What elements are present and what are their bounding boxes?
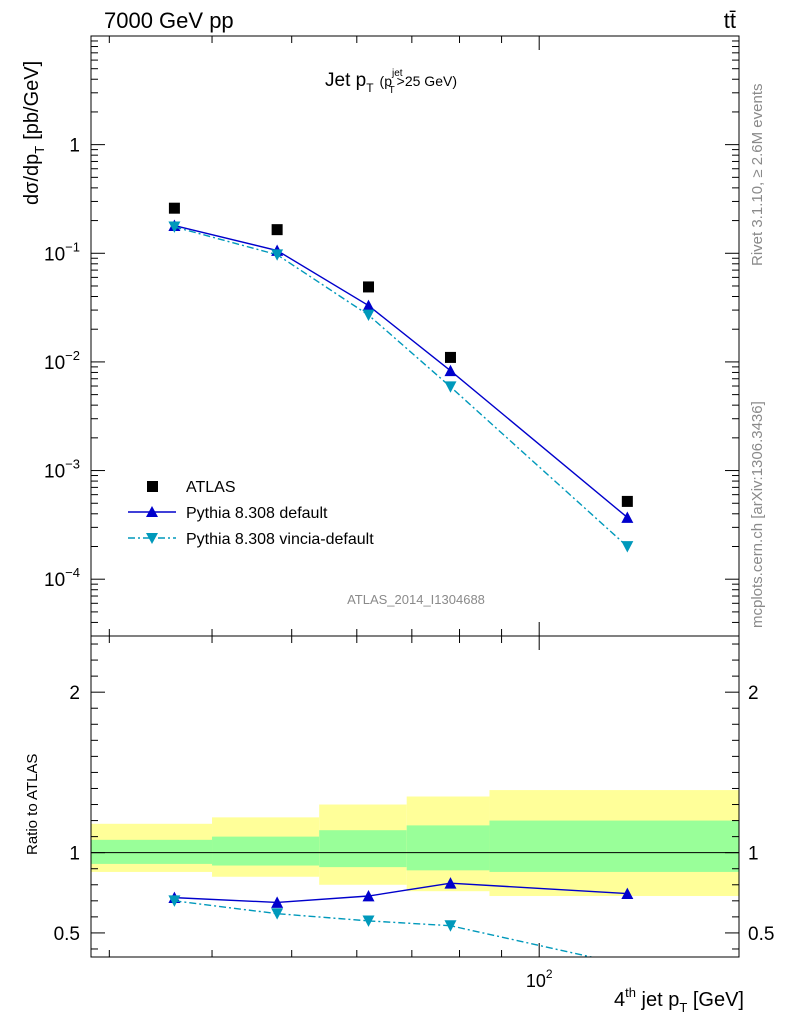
y-axis-label-unit: [pb/GeV] xyxy=(21,61,43,140)
ratio-pythia-8-308-default-point xyxy=(444,877,457,889)
rivet-version-label: Rivet 3.1.10, ≥ 2.6M events xyxy=(749,84,766,267)
main-atlas-point xyxy=(363,281,375,293)
main-y-tick-exp: −4 xyxy=(65,565,80,580)
ratio-y-tick-label-right: 1 xyxy=(748,844,759,865)
main-y-tick-base: 10 xyxy=(44,462,65,483)
x-axis-label-sup: th xyxy=(625,985,636,1000)
energy-label: 7000 GeV pp xyxy=(104,8,234,33)
main-atlas-point xyxy=(271,224,283,236)
x-axis-label: 4th jet pT [GeV] xyxy=(614,985,744,1015)
ratio-uncertainty-bands xyxy=(91,790,739,897)
y-axis-label: dσ/dpT [pb/GeV] xyxy=(21,61,47,205)
main-y-tick-base: 10 xyxy=(44,570,65,591)
main-y-tick-labels: 110−110−210−310−4 xyxy=(44,136,80,592)
legend-vincia-label: Pythia 8.308 vincia-default xyxy=(186,531,374,548)
ratio-pythia-8-308-vincia-default-point xyxy=(271,908,284,920)
main-pythia-8-308-vincia-default-point xyxy=(362,309,375,322)
ratio-y-tick-label-right: 2 xyxy=(748,683,759,704)
main-pythia-8-308-default-point xyxy=(444,364,457,377)
main-y-tick-base: 1 xyxy=(69,136,80,157)
main-atlas-point xyxy=(168,202,180,214)
main-atlas-point xyxy=(621,495,633,507)
ratio-y-axis-label: Ratio to ATLAS xyxy=(24,754,41,855)
y-axis-label-sub: T xyxy=(32,146,47,154)
legend: ATLAS Pythia 8.308 default Pythia 8.308 … xyxy=(128,479,374,548)
ratio-panel: 2 21 10.5 0.5 Ratio to ATLAS 102 4th jet pT… xyxy=(24,635,775,1015)
ratio-pythia-8-308-vincia-default-line xyxy=(174,900,595,957)
ratio-series-layer xyxy=(168,877,634,971)
title-cut-sub: T xyxy=(389,85,395,96)
main-y-tick-base: 10 xyxy=(44,353,65,374)
title-main: Jet p xyxy=(325,70,366,91)
ratio-pythia-8-308-default-point xyxy=(362,890,375,902)
stat-band xyxy=(489,820,739,872)
title-cut-open: (p xyxy=(380,73,393,89)
main-y-tick-exp: −2 xyxy=(65,348,80,363)
main-pythia-8-308-default-line xyxy=(174,224,628,519)
stat-band xyxy=(212,836,320,866)
x-tick-label-exp: 2 xyxy=(546,967,553,981)
main-series-layer xyxy=(168,202,634,553)
process-label: tt̄ xyxy=(724,8,736,33)
ratio-y-tick-label-left: 1 xyxy=(69,844,80,865)
y-axis-label-main: dσ/dp xyxy=(21,154,43,205)
ratio-y-tick-label-right: 0.5 xyxy=(748,924,774,945)
x-axis-label-b: jet p xyxy=(636,989,679,1011)
stat-band xyxy=(406,825,490,871)
main-axis-ticks xyxy=(91,35,739,637)
main-pythia-8-308-default-point xyxy=(362,299,375,311)
main-pythia-8-308-default-point xyxy=(621,511,634,523)
main-pythia-8-308-vincia-default-line xyxy=(174,226,628,548)
ratio-pythia-8-308-default-point xyxy=(621,887,634,900)
main-y-tick-base: 10 xyxy=(44,244,65,265)
title-cut-rest: >25 GeV) xyxy=(397,73,457,89)
legend-atlas-label: ATLAS xyxy=(186,479,236,496)
main-pythia-8-308-vincia-default-point xyxy=(444,381,457,393)
ratio-panel-frame xyxy=(90,635,740,958)
main-pythia-8-308-vincia-default-point xyxy=(621,541,634,553)
ratio-y-tick-label-left: 0.5 xyxy=(54,924,80,945)
ratio-y-tick-label-left: 2 xyxy=(69,683,80,704)
x-axis-label-a: 4 xyxy=(614,989,625,1011)
legend-default-marker xyxy=(146,506,158,517)
mcplots-label: mcplots.cern.ch [arXiv:1306.3436] xyxy=(749,401,766,628)
main-y-tick-exp: −3 xyxy=(65,457,80,472)
ratio-pythia-8-308-default-point xyxy=(271,896,284,908)
main-y-tick-exp: −1 xyxy=(65,239,80,254)
x-tick-label-base: 10 xyxy=(526,971,546,991)
ratio-axis-ticks xyxy=(91,636,739,957)
main-y-tick-label: 10−2 xyxy=(44,348,80,374)
legend-atlas-marker xyxy=(147,481,158,492)
main-y-tick-label: 10−1 xyxy=(44,239,80,265)
main-y-tick-label: 10−3 xyxy=(44,457,80,483)
main-pythia-8-308-vincia-default-point xyxy=(168,221,181,233)
stat-band xyxy=(91,839,213,864)
ratio-pythia-8-308-vincia-default-point xyxy=(362,915,375,927)
title-cut-sup: jet xyxy=(391,68,403,79)
plot-title: Jet pT (pjet T>25 GeV) xyxy=(325,68,457,96)
main-y-tick-label: 1 xyxy=(69,136,80,157)
x-axis-label-c: [GeV] xyxy=(687,989,744,1011)
ratio-pythia-8-308-vincia-default-point xyxy=(168,895,181,907)
ratio-y-tick-labels: 2 2 1 1 0.5 0.5 xyxy=(54,683,775,945)
ratio-pythia-8-308-vincia-default-point xyxy=(444,920,457,932)
main-y-tick-label: 10−4 xyxy=(44,565,80,591)
main-atlas-point xyxy=(444,351,456,363)
title-subscript: T xyxy=(366,81,374,95)
legend-default-label: Pythia 8.308 default xyxy=(186,505,328,522)
main-pythia-8-308-vincia-default-point xyxy=(271,249,284,261)
x-axis-label-sub: T xyxy=(679,1000,687,1015)
stat-band xyxy=(319,830,407,868)
main-panel: Jet pT (pjet T>25 GeV) dσ/dpT[pb/GeV] 110−… xyxy=(21,35,740,637)
ratio-pythia-8-308-vincia-default-point xyxy=(621,960,633,971)
x-tick-label-100: 102 xyxy=(526,967,553,991)
legend-vincia-marker xyxy=(146,533,158,544)
analysis-watermark: ATLAS_2014_I1304688 xyxy=(347,592,485,607)
